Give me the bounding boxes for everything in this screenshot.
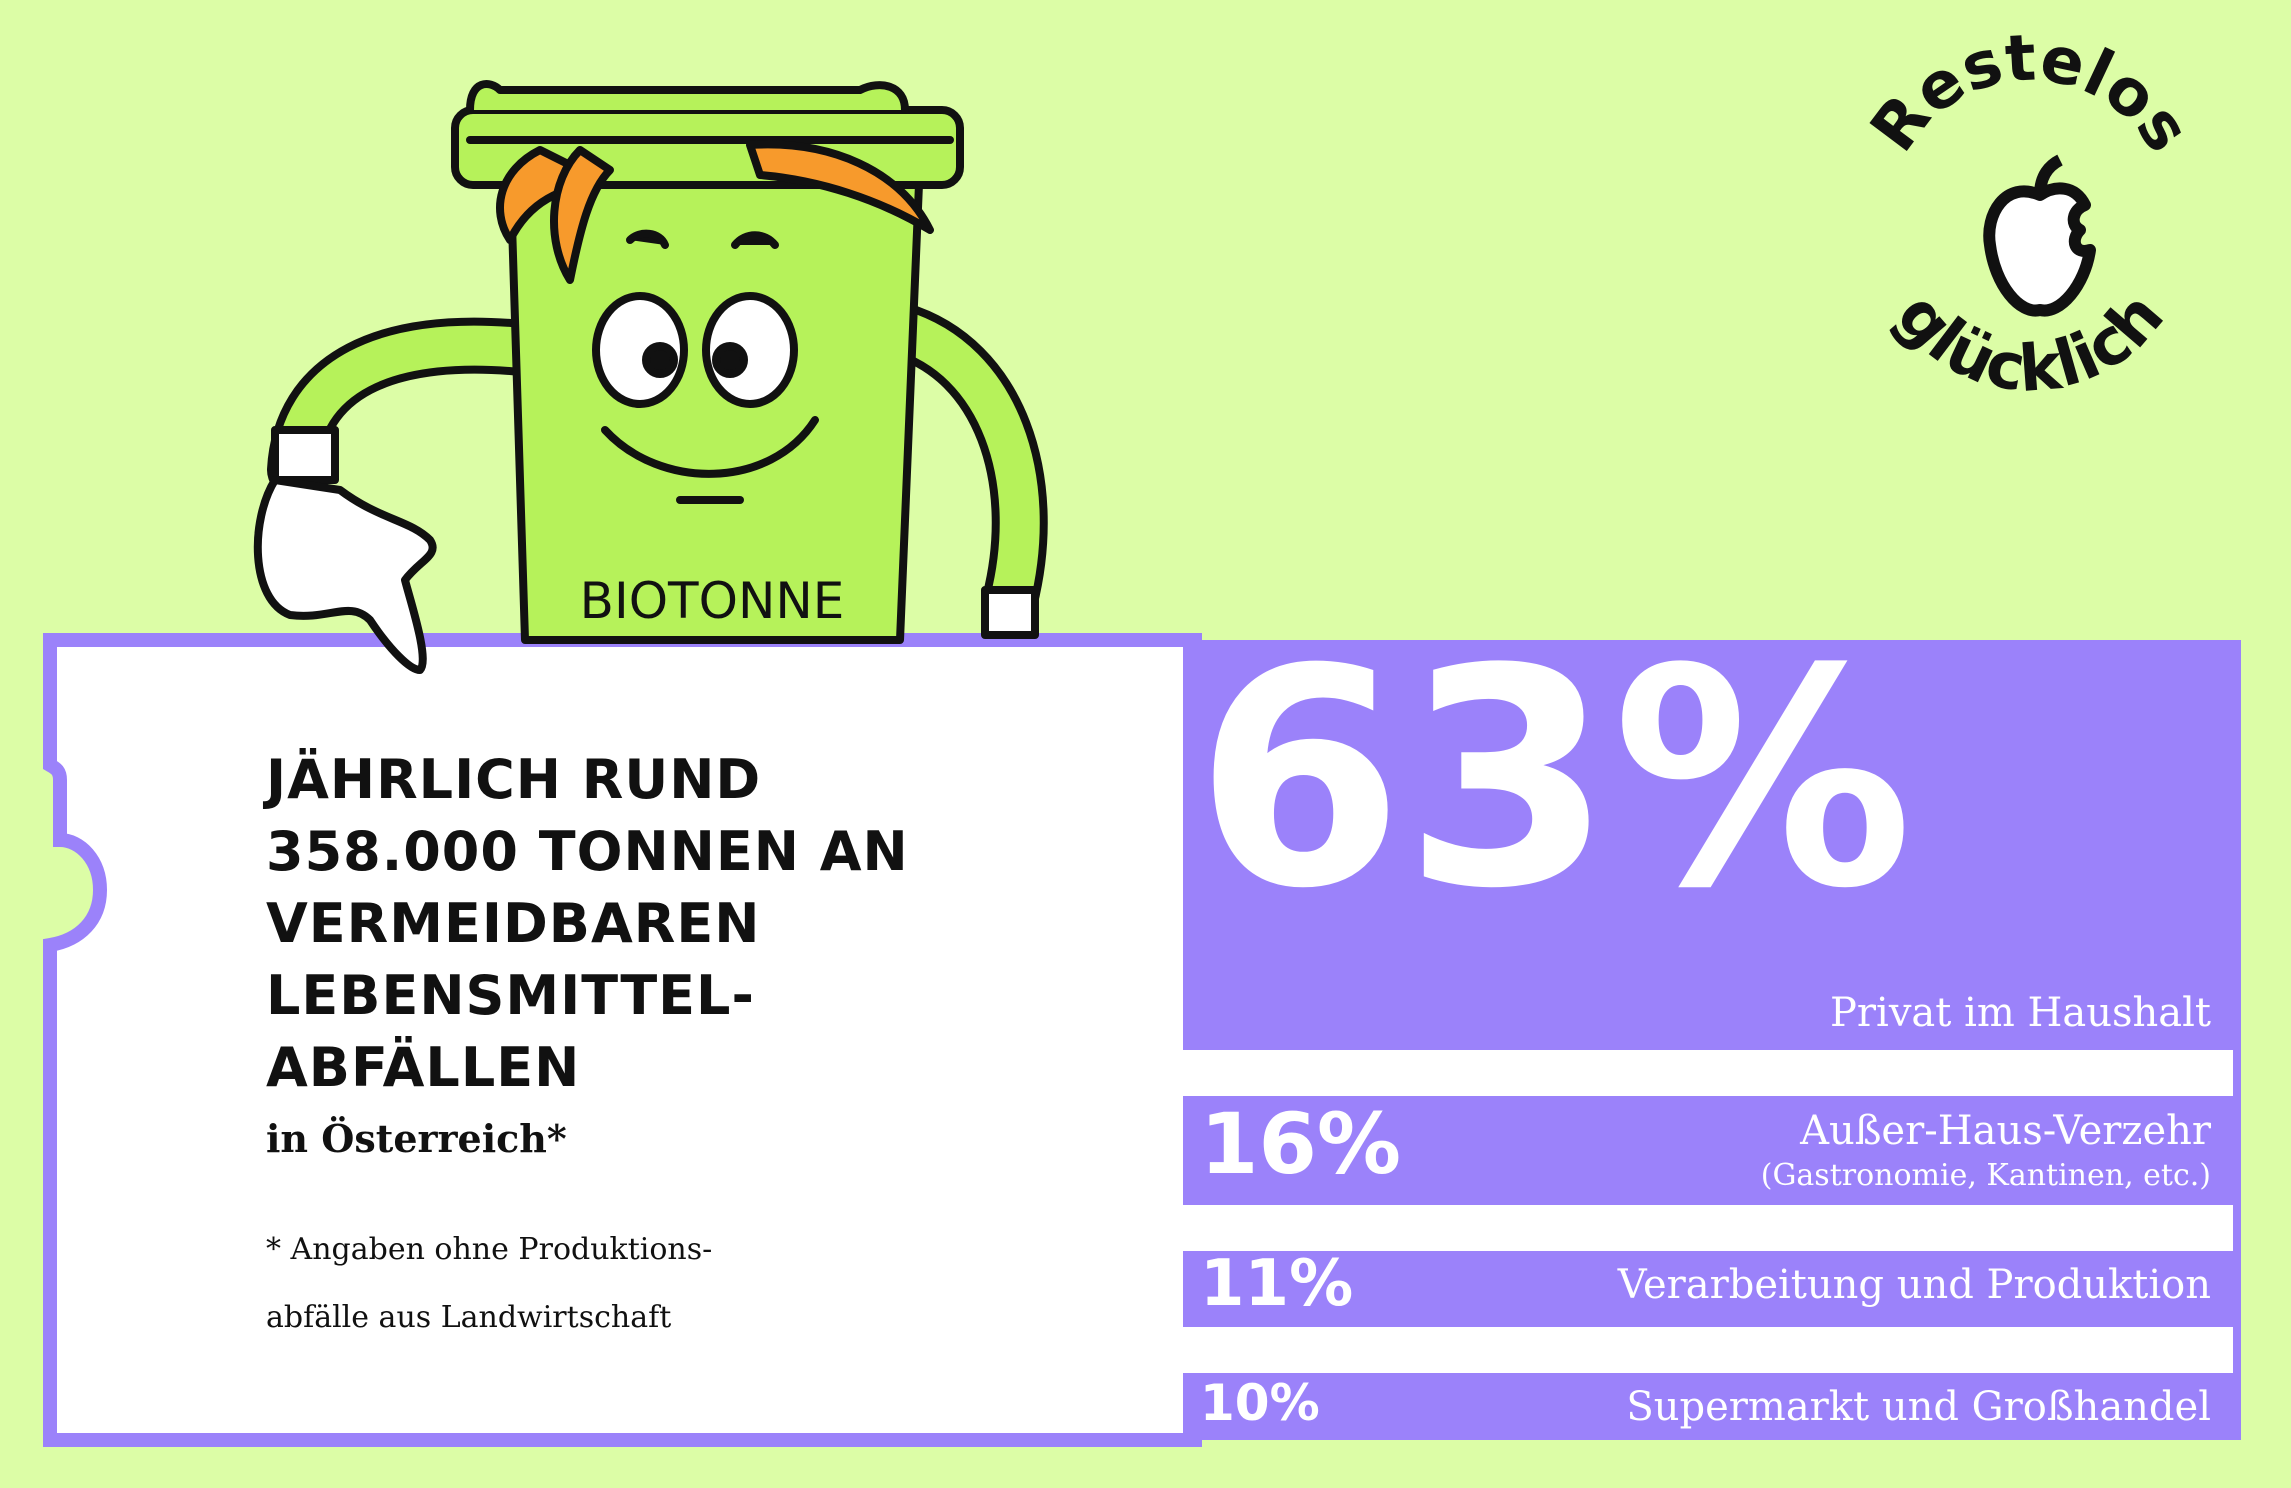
- headline-line-1: JÄHRLICH RUND: [266, 748, 762, 811]
- stripe-2: [1183, 1205, 2233, 1251]
- stats-panel-bg: [1183, 640, 2241, 1440]
- stat-label-4: Supermarkt und Großhandel: [1626, 1384, 2211, 1430]
- headline-line-3: VERMEIDBAREN: [266, 892, 761, 955]
- stripe-1: [1183, 1050, 2233, 1096]
- stat-value-4: 10%: [1200, 1374, 1320, 1432]
- stat-label-2: Außer-Haus-Verzehr: [1800, 1108, 2211, 1154]
- stat-value-3: 11%: [1200, 1247, 1354, 1321]
- mascot-biotonne: [253, 80, 1048, 674]
- stat-label-3: Verarbeitung und Produktion: [1617, 1262, 2211, 1308]
- headline-line-2: 358.000 TONNEN AN: [266, 820, 909, 883]
- headline-line-4: LEBENSMITTEL-: [266, 964, 755, 1027]
- headline-line-5: ABFÄLLEN: [266, 1036, 581, 1099]
- stat-value-1: 63%: [1195, 605, 1914, 954]
- stripe-3: [1183, 1327, 2233, 1373]
- mascot-label: BIOTONNE: [580, 572, 845, 630]
- stat-value-2: 16%: [1200, 1095, 1402, 1193]
- headline: JÄHRLICH RUND 358.000 TONNEN AN VERMEIDB…: [266, 744, 1066, 1104]
- restelos-badge: Restelos glücklich: [1857, 21, 2204, 407]
- footnote: * Angaben ohne Produktions- abfälle aus …: [266, 1216, 866, 1352]
- stat-sublabel-2: (Gastronomie, Kantinen, etc.): [1760, 1158, 2211, 1193]
- ticket-panel: [43, 633, 1202, 1447]
- footnote-line-2: abfälle aus Landwirtschaft: [266, 1300, 672, 1335]
- apple-icon: [1983, 154, 2096, 317]
- svg-text:Restelos: Restelos: [1857, 21, 2204, 165]
- stat-label-1: Privat im Haushalt: [1830, 990, 2211, 1036]
- badge-top-text: Restelos: [1857, 21, 2204, 165]
- footnote-line-1: * Angaben ohne Produktions-: [266, 1232, 713, 1267]
- subline: in Österreich*: [266, 1116, 567, 1161]
